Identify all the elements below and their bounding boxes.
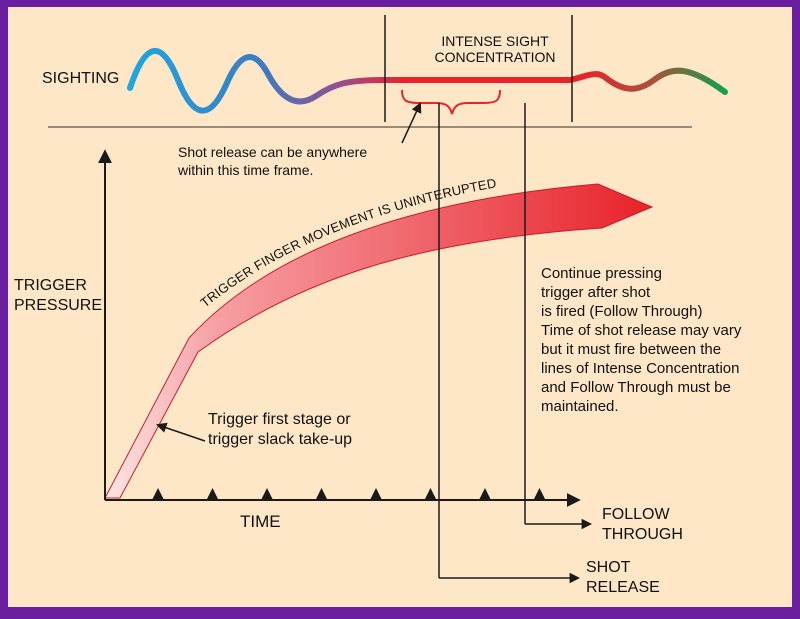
follow-through-label-line2: THROUGH: [602, 526, 683, 543]
time-tick: [315, 488, 328, 500]
note-line: but it must fire between the: [541, 341, 721, 358]
sighting-label: SIGHTING: [42, 70, 119, 87]
y-axis-label-line2: PRESSURE: [14, 297, 102, 314]
first-stage-label-line2: trigger slack take-up: [208, 431, 352, 448]
intense-sight-label-line2: CONCENTRATION: [434, 49, 555, 65]
time-tick: [424, 488, 437, 500]
first-stage-pointer-arrow: [156, 422, 206, 442]
time-tick: [533, 488, 546, 500]
time-tick: [479, 488, 491, 500]
follow-through-note: Continue pressing trigger after shot is …: [541, 265, 742, 415]
note-line: Time of shot release may vary: [541, 322, 742, 339]
intense-sight-label-line1: INTENSE SIGHT: [441, 33, 549, 49]
shot-release-label-line2: RELEASE: [586, 579, 660, 596]
shot-release-label-line1: SHOT: [586, 559, 631, 576]
shot-window-pointer-arrow: [401, 102, 422, 144]
note-line: is fired (Follow Through): [541, 303, 702, 320]
shot-window-note-line2: within this time frame.: [177, 162, 313, 178]
sighting-wave: [127, 48, 728, 114]
follow-through-label-line1: FOLLOW: [602, 506, 670, 523]
note-line: trigger after shot: [541, 284, 651, 301]
time-tick: [370, 488, 382, 500]
first-stage-label-line1: Trigger first stage or: [208, 411, 351, 428]
note-line: and Follow Through must be: [541, 379, 731, 396]
diagram-background: [8, 7, 792, 607]
shot-window-note-line1: Shot release can be anywhere: [178, 144, 367, 160]
shot-window-brace: [401, 89, 501, 115]
time-tick: [152, 488, 164, 500]
trigger-pressure-band: [104, 183, 654, 499]
time-ticks: [152, 488, 546, 500]
note-line: maintained.: [541, 398, 619, 415]
x-axis-label: TIME: [240, 512, 281, 531]
note-line: Continue pressing: [541, 265, 662, 282]
y-axis-label-line1: TRIGGER: [14, 277, 87, 294]
time-tick: [206, 488, 219, 500]
note-line: lines of Intense Concentration: [541, 360, 739, 377]
time-tick: [261, 488, 273, 500]
